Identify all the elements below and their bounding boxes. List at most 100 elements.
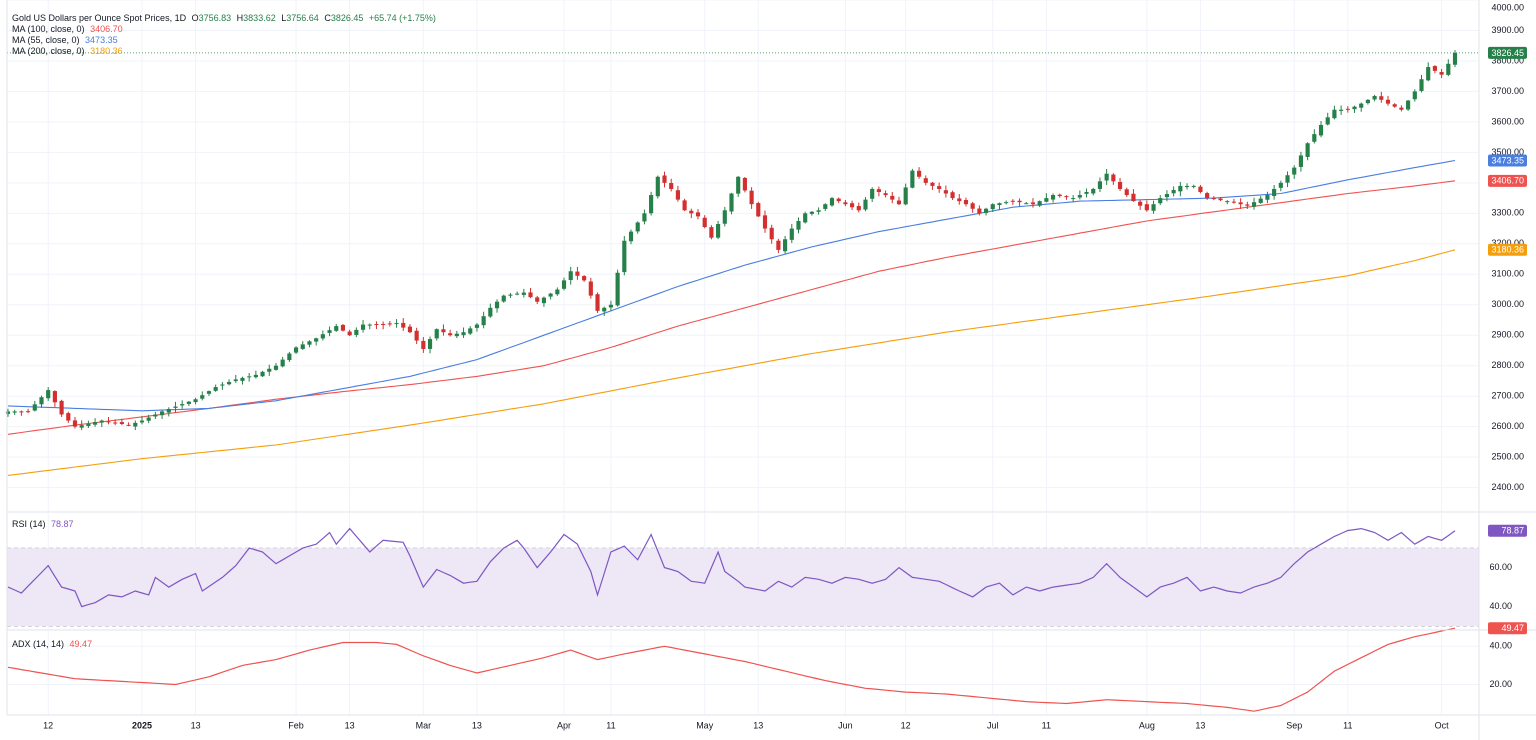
candle-body bbox=[1211, 198, 1216, 200]
ma100-legend[interactable]: MA (100, close, 0) 3406.70 bbox=[12, 24, 126, 35]
candle bbox=[789, 223, 794, 244]
time-tick-label: 13 bbox=[753, 720, 763, 730]
candle-body bbox=[387, 323, 392, 325]
time-tick-label: Jul bbox=[987, 720, 999, 730]
candle-body bbox=[139, 420, 145, 423]
candle bbox=[1318, 120, 1324, 138]
candle bbox=[742, 176, 747, 193]
candle bbox=[997, 202, 1002, 210]
open-value: 3756.83 bbox=[198, 13, 232, 23]
candle-body bbox=[1406, 100, 1411, 110]
candle-body bbox=[736, 176, 741, 194]
candle bbox=[1238, 198, 1243, 209]
symbol-title[interactable]: Gold US Dollars per Ounce Spot Prices, 1… bbox=[12, 13, 187, 23]
candle-body bbox=[247, 376, 252, 378]
candle-body bbox=[1412, 91, 1417, 100]
ma200-value: 3180.36 bbox=[90, 46, 123, 56]
candle-body bbox=[180, 404, 185, 406]
time-axis[interactable]: 12 2025 13 Feb 13 Mar 13 Apr 11 May 13 Jun 12 Jul 11 Au… bbox=[43, 720, 1449, 730]
candle-body bbox=[1218, 198, 1223, 201]
ma55-legend[interactable]: MA (55, close, 0) 3473.35 bbox=[12, 35, 121, 46]
price-tick-label: 2500.00 bbox=[1491, 452, 1524, 462]
candle-body bbox=[1037, 201, 1042, 206]
candle bbox=[863, 197, 868, 212]
candle-body bbox=[970, 203, 975, 209]
candle-body bbox=[186, 401, 191, 404]
candle-body bbox=[72, 420, 78, 427]
candle-body bbox=[39, 397, 44, 405]
rsi-tick-label: 60.00 bbox=[1489, 562, 1512, 572]
candle-body bbox=[59, 400, 64, 415]
candle bbox=[146, 414, 151, 424]
candle-body bbox=[916, 170, 922, 177]
candle-body bbox=[608, 304, 613, 308]
candle bbox=[441, 324, 446, 336]
candle bbox=[39, 395, 44, 408]
candle bbox=[582, 275, 587, 282]
candle-body bbox=[293, 347, 299, 353]
candle bbox=[1392, 103, 1397, 108]
candle bbox=[561, 277, 567, 291]
candle bbox=[622, 236, 627, 276]
candle-body bbox=[816, 210, 821, 212]
candle bbox=[1426, 62, 1431, 82]
candle bbox=[521, 288, 526, 298]
candle bbox=[628, 229, 634, 245]
candle bbox=[126, 422, 131, 427]
candle bbox=[1251, 197, 1257, 210]
candle-body bbox=[669, 183, 674, 189]
candle-body bbox=[374, 324, 379, 326]
candle-body bbox=[582, 276, 587, 281]
candle bbox=[1345, 106, 1350, 113]
price-axis[interactable]: 2400.00 2500.00 2600.00 2700.00 2800.00 2900.… bbox=[1489, 2, 1524, 688]
candle bbox=[702, 215, 707, 229]
grid bbox=[7, 0, 1479, 715]
rsi-tag-text: 78.87 bbox=[1501, 526, 1524, 536]
candle-body bbox=[327, 330, 332, 333]
candle bbox=[1010, 199, 1015, 205]
candle-body bbox=[448, 333, 453, 336]
candle-body bbox=[796, 220, 801, 230]
candle-body bbox=[1245, 204, 1250, 206]
candle bbox=[220, 381, 225, 390]
candle bbox=[1325, 112, 1330, 126]
candle-body bbox=[240, 377, 245, 381]
candle bbox=[555, 287, 560, 296]
candle bbox=[1372, 94, 1377, 102]
rsi-tick-label: 40.00 bbox=[1489, 601, 1512, 611]
candle-body bbox=[1285, 175, 1290, 183]
candle-body bbox=[1077, 195, 1082, 198]
ma200-legend[interactable]: MA (200, close, 0) 3180.36 bbox=[12, 46, 126, 57]
candle-body bbox=[568, 271, 573, 280]
ma100-line bbox=[7, 180, 1456, 435]
candle bbox=[307, 340, 312, 348]
pane-dividers bbox=[6, 0, 1536, 740]
candle bbox=[1158, 195, 1163, 206]
candle bbox=[957, 193, 962, 205]
candle-body bbox=[233, 379, 238, 382]
candle-body bbox=[193, 399, 198, 403]
candle-body bbox=[1238, 202, 1243, 205]
candle bbox=[930, 182, 935, 190]
candle-body bbox=[1399, 107, 1404, 110]
candle bbox=[896, 196, 902, 206]
candle bbox=[253, 370, 258, 379]
ma100-tag-bg bbox=[1488, 174, 1527, 187]
candle-body bbox=[461, 332, 466, 336]
candle-body bbox=[280, 359, 285, 367]
rsi-legend[interactable]: RSI (14) 78.87 bbox=[12, 519, 77, 530]
candle-body bbox=[146, 417, 151, 421]
candle-body bbox=[602, 307, 607, 312]
ma55-tag-bg bbox=[1488, 154, 1527, 167]
candle bbox=[1359, 102, 1364, 112]
ma55-tag: 3473.35 bbox=[1488, 154, 1527, 167]
candle bbox=[414, 327, 419, 344]
adx-legend[interactable]: ADX (14, 14) 49.47 bbox=[12, 639, 95, 650]
candle-body bbox=[394, 323, 399, 325]
ma200-tag-bg bbox=[1488, 243, 1527, 256]
time-tick-label: Mar bbox=[416, 720, 432, 730]
candle bbox=[890, 191, 895, 204]
candle-body bbox=[1024, 203, 1029, 205]
candle bbox=[32, 400, 37, 412]
